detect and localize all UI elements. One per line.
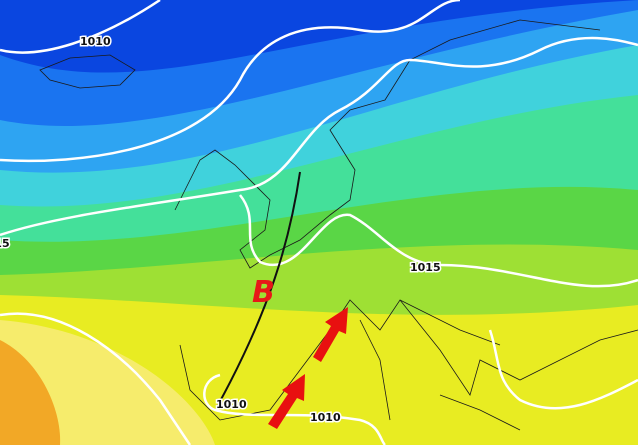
isobar [0,312,192,445]
pressure-label: 1010 [80,35,111,48]
isobar [488,329,638,410]
coastline [174,19,601,269]
pressure-label: 1010 [310,411,341,424]
isobar [239,194,638,288]
low-marker: B [252,275,275,310]
pressure-label: 1015 [0,237,10,250]
coastline [359,299,521,431]
pressure-label: 1015 [410,261,441,274]
pressure-label: 1010 [216,398,247,411]
coastline [39,54,136,89]
isobar [0,0,461,163]
wind-arrow [268,374,305,429]
front-line [217,171,301,406]
isobar [0,36,638,237]
isobar [0,0,161,54]
band [0,340,61,445]
wind-arrow [313,307,348,362]
